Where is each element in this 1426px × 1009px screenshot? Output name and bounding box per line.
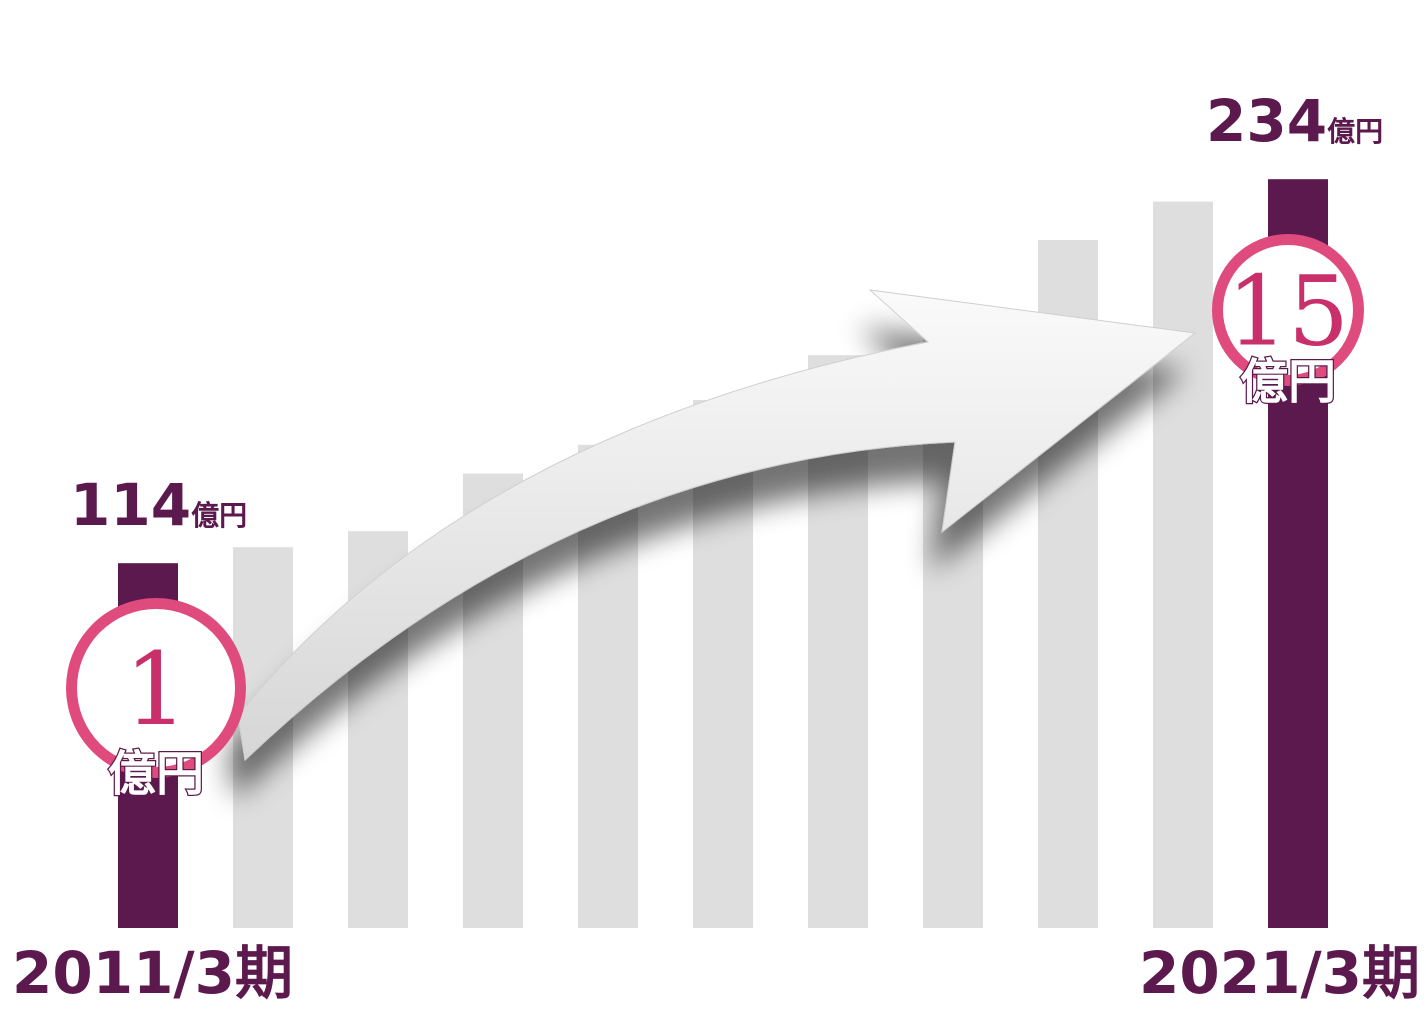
bar-value-label: 234億円	[1206, 87, 1383, 155]
badge-core	[1223, 245, 1353, 375]
x-tick-label: 2021/3期	[1139, 939, 1420, 1007]
badge-number: 15	[1227, 256, 1349, 368]
x-tick-label: 2011/3期	[12, 939, 293, 1007]
bars-layer	[118, 179, 1328, 929]
badge-unit: 億円	[1240, 354, 1336, 410]
bar-value-label: 114億円	[70, 471, 247, 539]
bar	[693, 400, 753, 928]
bar	[1153, 201, 1213, 929]
bar-value-unit: 億円	[1327, 115, 1383, 148]
bar-value-unit: 億円	[191, 499, 247, 532]
badge-core	[77, 609, 235, 767]
growth-arrow-icon	[237, 289, 1197, 762]
badge-number: 1	[124, 631, 188, 748]
badge-unit: 億円	[108, 746, 204, 802]
